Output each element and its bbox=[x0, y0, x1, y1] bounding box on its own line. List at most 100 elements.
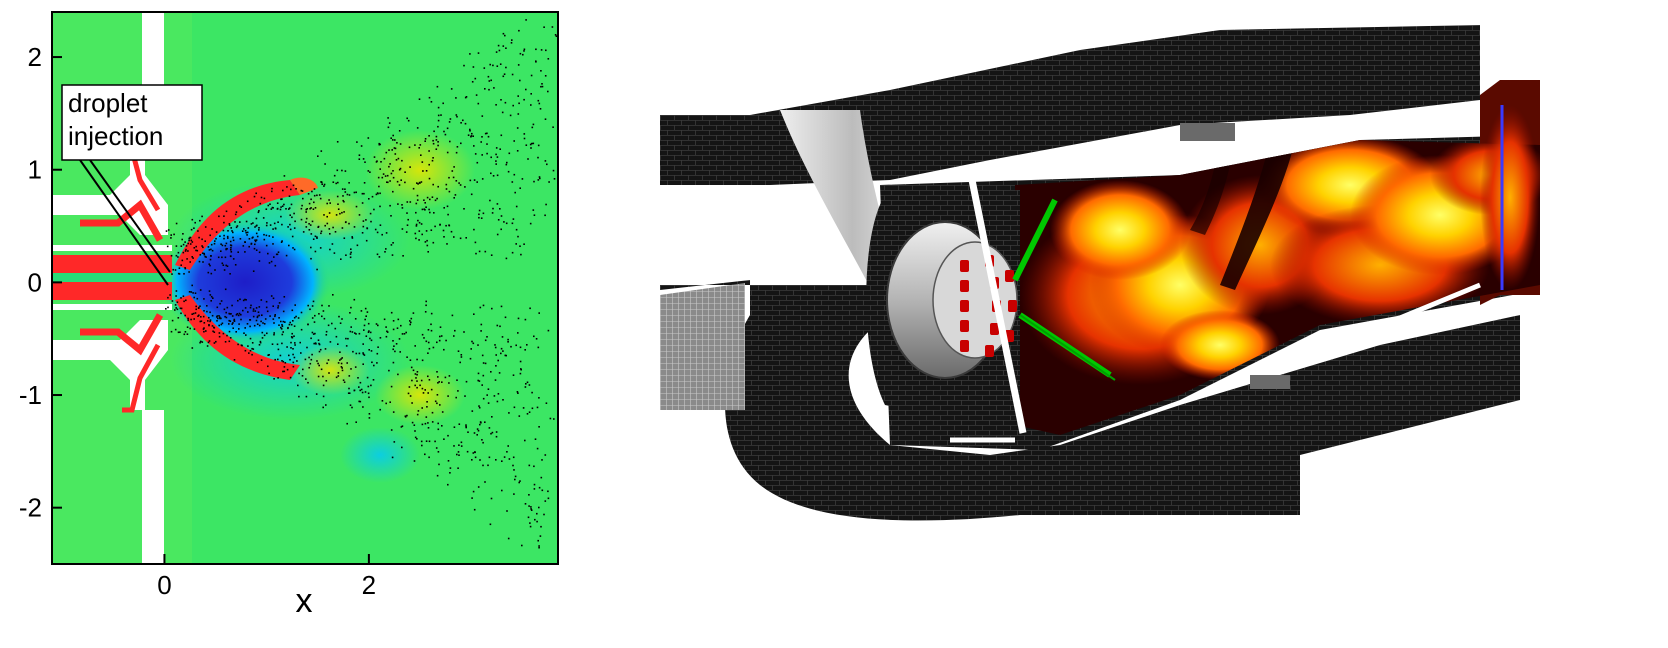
droplet bbox=[437, 422, 439, 425]
droplet bbox=[390, 429, 393, 431]
droplet bbox=[495, 431, 498, 433]
droplet bbox=[280, 198, 282, 201]
droplet bbox=[369, 212, 372, 215]
droplet bbox=[541, 489, 544, 492]
droplet bbox=[177, 251, 180, 254]
droplet bbox=[535, 338, 538, 340]
droplet bbox=[528, 464, 531, 467]
droplet bbox=[229, 255, 232, 257]
droplet bbox=[341, 367, 343, 369]
droplet bbox=[337, 372, 340, 374]
droplet bbox=[544, 160, 547, 162]
droplet bbox=[166, 245, 169, 248]
droplet bbox=[484, 88, 486, 90]
casing-lower bbox=[660, 280, 1520, 521]
droplet bbox=[427, 375, 429, 378]
droplet bbox=[274, 314, 276, 316]
droplet bbox=[260, 359, 263, 361]
droplet bbox=[311, 353, 313, 356]
droplet bbox=[245, 231, 247, 234]
droplet bbox=[283, 175, 286, 177]
droplet bbox=[365, 219, 367, 221]
droplet bbox=[362, 352, 364, 354]
droplet bbox=[474, 241, 477, 244]
droplet bbox=[460, 122, 462, 124]
droplet bbox=[486, 143, 488, 145]
droplet bbox=[455, 180, 458, 182]
droplet bbox=[417, 410, 420, 412]
droplet bbox=[475, 252, 477, 255]
droplet bbox=[416, 358, 418, 361]
droplet bbox=[308, 229, 311, 231]
droplet bbox=[263, 238, 266, 241]
droplet bbox=[476, 428, 479, 430]
droplet bbox=[289, 223, 291, 226]
droplet bbox=[449, 118, 452, 120]
droplet bbox=[452, 176, 455, 179]
droplet bbox=[240, 313, 242, 316]
droplet bbox=[448, 382, 450, 384]
droplet bbox=[268, 372, 270, 375]
droplet bbox=[209, 234, 211, 237]
droplet bbox=[446, 127, 449, 130]
droplet bbox=[365, 239, 368, 242]
droplet bbox=[443, 130, 445, 133]
droplet bbox=[504, 316, 507, 319]
droplet bbox=[408, 386, 411, 388]
droplet bbox=[528, 494, 530, 496]
droplet bbox=[237, 251, 239, 253]
droplet bbox=[472, 342, 475, 345]
droplet bbox=[471, 497, 473, 499]
droplet bbox=[437, 376, 439, 378]
droplet bbox=[289, 358, 291, 361]
droplet bbox=[428, 150, 430, 152]
droplet bbox=[230, 247, 232, 249]
x-tick-label: 2 bbox=[362, 570, 376, 600]
droplet bbox=[358, 158, 361, 160]
droplet bbox=[482, 397, 485, 400]
droplet bbox=[189, 236, 191, 239]
droplet bbox=[268, 354, 270, 356]
droplet bbox=[495, 104, 497, 106]
shear-layer-tip bbox=[290, 177, 318, 195]
droplet bbox=[191, 284, 193, 287]
droplet bbox=[377, 192, 379, 195]
droplet bbox=[203, 252, 205, 255]
droplet bbox=[446, 151, 449, 154]
droplet bbox=[504, 34, 506, 37]
droplet bbox=[254, 226, 256, 228]
flame-zone bbox=[1160, 310, 1280, 380]
droplet bbox=[181, 238, 183, 241]
droplet bbox=[447, 434, 449, 437]
droplet bbox=[478, 216, 480, 219]
droplet bbox=[376, 352, 379, 355]
droplet bbox=[208, 263, 210, 265]
droplet bbox=[371, 361, 373, 364]
droplet bbox=[226, 334, 228, 337]
droplet bbox=[291, 332, 293, 335]
droplet bbox=[490, 497, 493, 500]
droplet bbox=[519, 79, 521, 82]
droplet bbox=[417, 219, 419, 222]
x-axis-label: x bbox=[296, 582, 313, 620]
droplet bbox=[489, 523, 492, 526]
droplet bbox=[252, 315, 255, 318]
droplet bbox=[171, 319, 174, 322]
droplet bbox=[313, 342, 315, 345]
droplet bbox=[292, 184, 295, 187]
x-tick-label: 0 bbox=[157, 570, 171, 600]
droplet bbox=[539, 177, 541, 180]
droplet bbox=[415, 223, 418, 226]
droplet bbox=[342, 379, 345, 381]
droplet bbox=[420, 223, 423, 225]
droplet bbox=[189, 261, 191, 263]
droplet bbox=[204, 240, 206, 242]
droplet bbox=[261, 314, 263, 316]
droplet bbox=[387, 126, 390, 129]
droplet bbox=[415, 225, 418, 227]
droplet bbox=[437, 141, 439, 143]
droplet bbox=[451, 170, 454, 172]
droplet bbox=[244, 307, 247, 309]
droplet bbox=[242, 309, 244, 312]
droplet bbox=[517, 392, 519, 394]
